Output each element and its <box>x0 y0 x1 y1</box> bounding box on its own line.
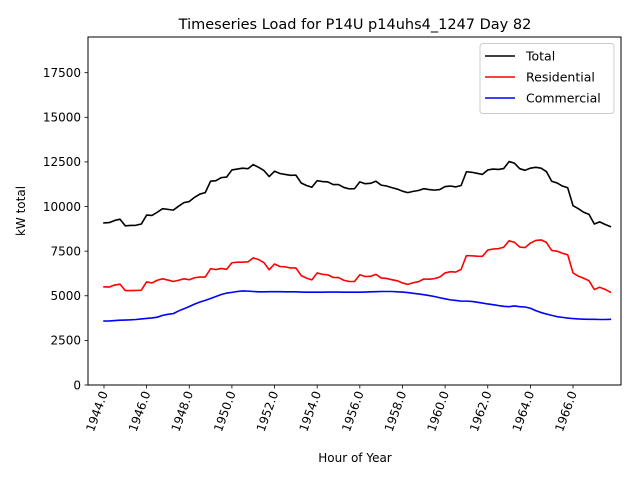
y-tick-label: 7500 <box>50 244 81 258</box>
legend-label-total: Total <box>525 49 555 64</box>
axes-frame <box>87 36 622 386</box>
chart-title: Timeseries Load for P14U p14uhs4_1247 Da… <box>178 17 532 33</box>
x-axis-title: Hour of Year <box>318 451 392 465</box>
y-tick-label: 15000 <box>43 111 81 125</box>
legend-label-commercial: Commercial <box>526 91 601 106</box>
series-line-residential <box>103 239 612 294</box>
y-tick-label: 2500 <box>50 334 81 348</box>
series-line-commercial <box>103 290 612 322</box>
y-tick-label: 0 <box>73 378 81 392</box>
legend-label-residential: Residential <box>526 70 595 85</box>
y-tick-label: 5000 <box>50 289 81 303</box>
y-tick-label: 17500 <box>43 66 81 80</box>
y-tick-label: 12500 <box>43 155 81 169</box>
legend-box <box>479 43 615 114</box>
legend: Total Residential Commercial <box>479 43 615 114</box>
y-axis-title: kW total <box>14 186 28 236</box>
y-tick-label: 10000 <box>43 200 81 214</box>
series-line-total <box>103 160 612 228</box>
